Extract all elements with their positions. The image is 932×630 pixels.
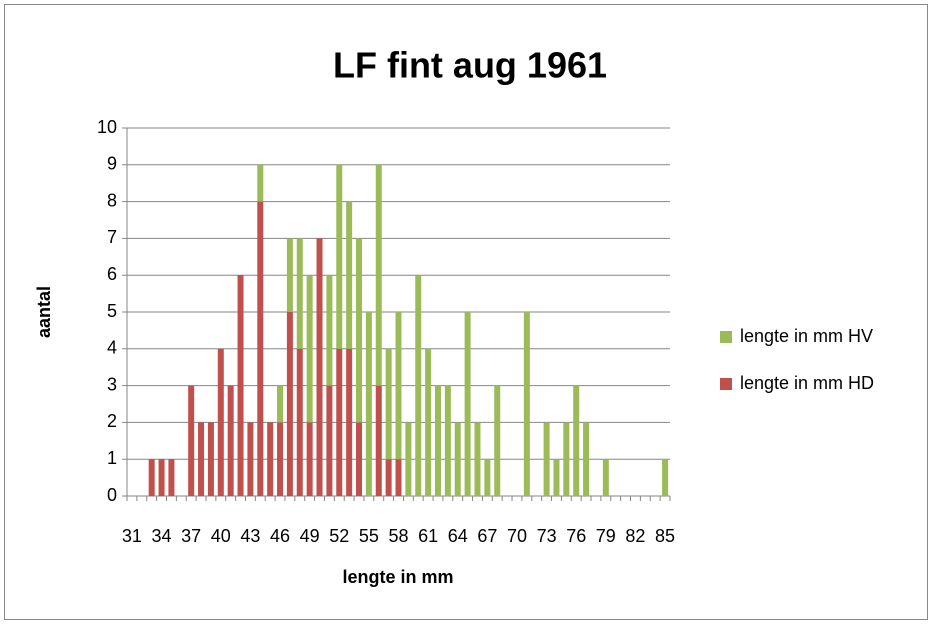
- bar-segment: [583, 422, 590, 496]
- bar-segment: [188, 385, 195, 496]
- bar-segment: [277, 385, 284, 423]
- bar-segment: [494, 385, 501, 496]
- bar-segment: [336, 348, 343, 496]
- bar-segment: [227, 385, 234, 496]
- bar-segment: [217, 348, 224, 496]
- x-tick-label: 85: [655, 526, 675, 546]
- x-axis-title: lengte in mm: [342, 567, 453, 587]
- x-tick-label: 46: [270, 526, 290, 546]
- bar-segment: [425, 348, 432, 496]
- bar-segment: [573, 385, 580, 496]
- bar-segment: [375, 385, 382, 496]
- bar-segment: [385, 459, 392, 496]
- bar-segment: [198, 422, 205, 496]
- x-tick-label: 31: [122, 526, 142, 546]
- bar-segment: [326, 275, 333, 386]
- bar-segment: [336, 164, 343, 349]
- bar-segment: [444, 385, 451, 496]
- bar-segment: [434, 385, 441, 496]
- x-tick-label: 40: [211, 526, 231, 546]
- x-tick-label: 37: [181, 526, 201, 546]
- x-tick-label: 52: [329, 526, 349, 546]
- x-tick-label: 64: [448, 526, 468, 546]
- bar-segment: [474, 422, 481, 496]
- bar-segment: [375, 164, 382, 386]
- y-tick-label: 8: [107, 190, 117, 210]
- x-tick-label: 58: [388, 526, 408, 546]
- bar-segment: [365, 312, 372, 496]
- y-tick-label: 0: [107, 485, 117, 505]
- y-tick-label: 7: [107, 227, 117, 247]
- bar-segment: [454, 422, 461, 496]
- bar-segment: [385, 348, 392, 460]
- bar-segment: [464, 312, 471, 496]
- bar-segment: [395, 312, 402, 460]
- bar-segment: [405, 422, 412, 496]
- bar-segment: [395, 459, 402, 496]
- y-tick-label: 9: [107, 154, 117, 174]
- bar-segment: [148, 459, 155, 496]
- bar-segment: [306, 422, 313, 496]
- x-tick-label: 61: [418, 526, 438, 546]
- x-tick-label: 67: [477, 526, 497, 546]
- bar-segment: [356, 238, 363, 423]
- x-tick-label: 49: [300, 526, 320, 546]
- bar-segment: [316, 238, 323, 496]
- x-tick-label: 73: [537, 526, 557, 546]
- bar-segment: [247, 422, 254, 496]
- bar-segment: [543, 422, 550, 496]
- y-tick-label: 6: [107, 264, 117, 284]
- x-tick-label: 79: [596, 526, 616, 546]
- x-tick-label: 55: [359, 526, 379, 546]
- bar-segment: [207, 422, 214, 496]
- legend-label: lengte in mm HV: [740, 326, 873, 346]
- x-tick-label: 82: [625, 526, 645, 546]
- bar-segment: [257, 201, 264, 496]
- bar-segment: [346, 201, 353, 349]
- y-tick-label: 3: [107, 374, 117, 394]
- bar-segment: [296, 348, 303, 496]
- bar-segment: [662, 459, 669, 496]
- bar-segment: [168, 459, 175, 496]
- bar-segment: [237, 275, 244, 496]
- bar-segment: [523, 312, 530, 496]
- bar-segment: [602, 459, 609, 496]
- bar-segment: [267, 422, 274, 496]
- legend-swatch: [720, 331, 732, 343]
- legend-swatch: [720, 378, 732, 390]
- y-tick-label: 5: [107, 301, 117, 321]
- x-tick-label: 76: [566, 526, 586, 546]
- bar-segment: [415, 275, 422, 496]
- bar-segment: [356, 422, 363, 496]
- bar-segment: [484, 459, 491, 496]
- y-tick-label: 10: [97, 117, 117, 137]
- bar-segment: [257, 164, 264, 202]
- bar-segment: [158, 459, 165, 496]
- y-axis-title: aantal: [34, 286, 54, 338]
- bar-segment: [286, 312, 293, 496]
- x-tick-label: 43: [240, 526, 260, 546]
- bar-segment: [563, 422, 570, 496]
- y-tick-label: 2: [107, 411, 117, 431]
- y-tick-label: 4: [107, 338, 117, 358]
- chart-title: LF fint aug 1961: [333, 45, 607, 86]
- bar-segment: [286, 238, 293, 312]
- x-tick-label: 70: [507, 526, 527, 546]
- bar-segment: [326, 385, 333, 496]
- legend-label: lengte in mm HD: [740, 373, 874, 393]
- x-tick-label: 34: [152, 526, 172, 546]
- bar-segment: [277, 422, 284, 496]
- bar-segment: [346, 348, 353, 496]
- bar-segment: [296, 238, 303, 349]
- y-tick-label: 1: [107, 448, 117, 468]
- bar-segment: [306, 275, 313, 423]
- bar-segment: [553, 459, 560, 496]
